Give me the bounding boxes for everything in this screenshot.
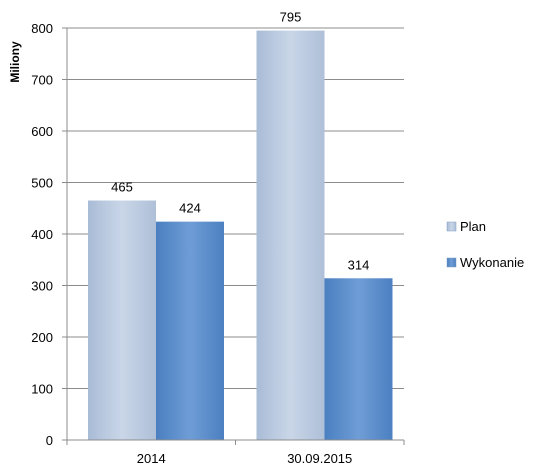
bar: [88, 200, 156, 440]
y-tick-label: 0: [46, 433, 53, 448]
legend-label: Wykonanie: [460, 255, 524, 270]
bar: [324, 278, 393, 440]
legend: Plan Wykonanie: [446, 219, 524, 270]
x-tick-label: 2014: [137, 451, 166, 466]
y-tick-label: 800: [31, 21, 53, 36]
bar: [156, 221, 224, 440]
y-tick-label: 500: [31, 176, 53, 191]
data-label: 424: [179, 201, 201, 216]
data-label: 314: [348, 257, 370, 272]
y-axis-label: Miliony: [8, 41, 22, 83]
legend-label: Plan: [460, 219, 486, 234]
data-label: 795: [280, 10, 302, 25]
y-tick-label: 100: [31, 382, 53, 397]
y-tick-label: 700: [31, 73, 53, 88]
y-tick-label: 600: [31, 124, 53, 139]
bars: 465 795 424 314: [88, 10, 393, 440]
y-tick-label: 400: [31, 227, 53, 242]
data-label: 465: [111, 180, 133, 195]
y-tick-label: 300: [31, 279, 53, 294]
x-axis: 2014 30.09.2015: [66, 439, 405, 466]
legend-swatch: [446, 221, 457, 232]
y-axis: 0 100 200 300 400 500 600 700 800: [31, 21, 68, 448]
y-tick-label: 200: [31, 330, 53, 345]
x-tick-label: 30.09.2015: [287, 451, 352, 466]
legend-swatch: [446, 257, 457, 268]
bar: [256, 30, 325, 440]
